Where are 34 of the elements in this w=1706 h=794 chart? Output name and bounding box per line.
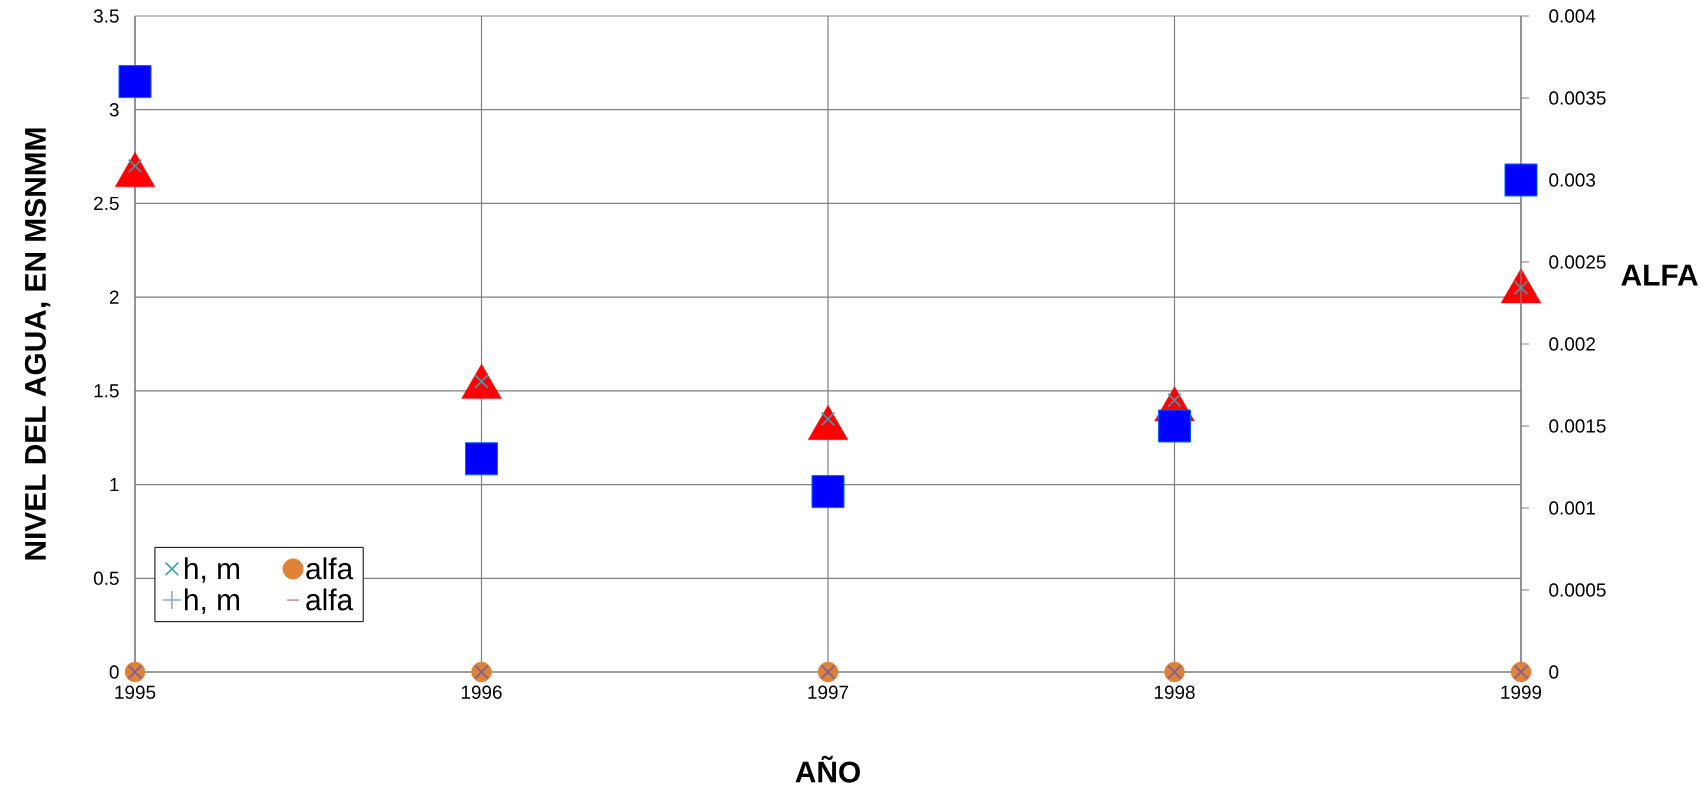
legend-label: alfa	[306, 588, 354, 611]
point	[1158, 409, 1191, 443]
x-tick-label: 1998	[1154, 685, 1195, 699]
y2-tick-label: 0.002	[1549, 337, 1595, 351]
y2-tick-label: 0.0025	[1549, 255, 1606, 269]
x-axis-title: AÑO	[795, 755, 860, 783]
y2-tick-label: 0.001	[1549, 501, 1595, 515]
y-tick-label: 1.5	[94, 384, 119, 398]
y2-tick-label: 0	[1549, 665, 1559, 679]
y2-axis-title: ALFA	[1621, 264, 1698, 286]
legend-label: alfa	[306, 557, 354, 580]
point	[118, 65, 152, 99]
y-tick-label: 1	[110, 478, 119, 492]
x-tick-label: 1996	[461, 685, 502, 699]
y-tick-label: 0	[109, 665, 119, 679]
legend-label: h, m	[184, 557, 240, 583]
y2-tick-label: 0.003	[1549, 173, 1596, 187]
y2-tick-label: 0.0035	[1549, 91, 1606, 105]
point	[465, 442, 498, 476]
y-tick-label: 0.5	[93, 571, 119, 585]
y-axis-title: NIVEL DEL AGUA, EN MSNMM	[24, 128, 51, 560]
point	[1504, 163, 1538, 197]
y2-tick-label: 0.0015	[1549, 419, 1606, 433]
y-tick-label: 2.5	[94, 196, 119, 211]
y2-tick-label: 0.004	[1549, 9, 1596, 23]
y2-tick-label: 0.0005	[1549, 583, 1606, 597]
x-tick-label: 1995	[115, 685, 156, 699]
x-tick-label: 1999	[1501, 685, 1542, 699]
legend-label: h, m	[184, 588, 240, 614]
point	[811, 475, 845, 509]
y-tick-label: 2	[109, 290, 119, 304]
y-tick-label: 3	[109, 103, 119, 117]
x-tick-label: 1997	[808, 685, 849, 699]
y-tick-label: 3.5	[93, 9, 119, 23]
